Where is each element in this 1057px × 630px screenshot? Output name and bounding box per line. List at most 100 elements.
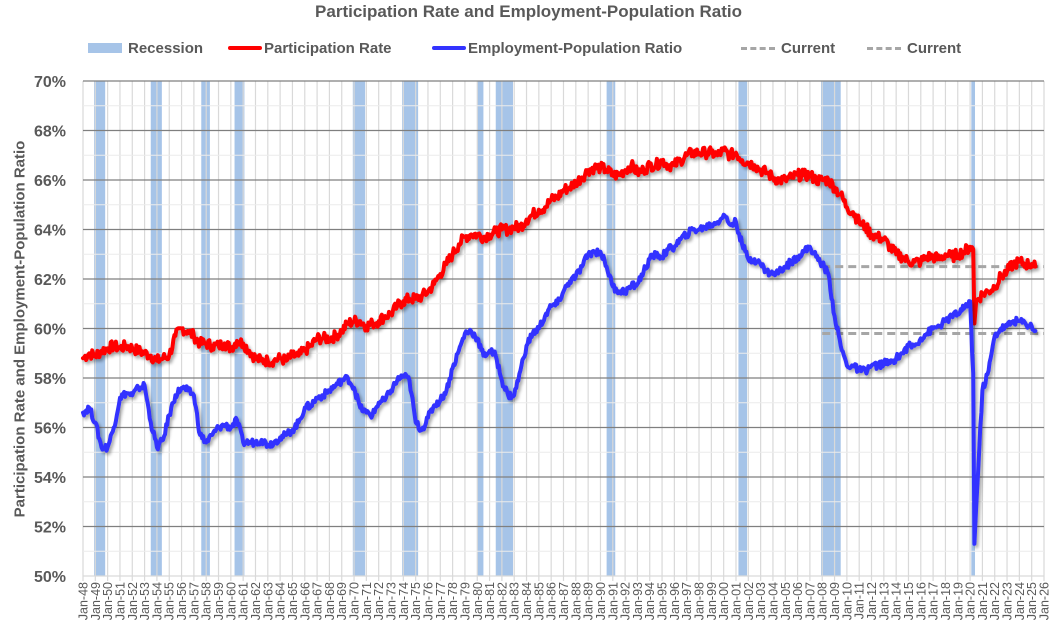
x-tick-label: Jan-22 (988, 582, 1002, 620)
x-tick-label: Jan-07 (803, 582, 817, 620)
x-tick-label: Jan-62 (249, 582, 263, 620)
x-tick-label: Jan-68 (323, 582, 337, 620)
x-tick-label: Jan-93 (631, 582, 645, 620)
y-tick-label: 60% (34, 322, 66, 339)
y-tick-label: 68% (34, 124, 66, 141)
x-tick-label: Jan-48 (77, 582, 91, 620)
y-tick-label: 62% (34, 272, 66, 289)
x-tick-label: Jan-20 (964, 582, 978, 620)
x-tick-label: Jan-18 (939, 582, 953, 620)
x-tick-label: Jan-25 (1025, 582, 1039, 620)
x-tick-label: Jan-98 (693, 582, 707, 620)
x-tick-label: Jan-04 (766, 582, 780, 620)
chart-title: Participation Rate and Employment-Popula… (315, 2, 742, 21)
x-tick-label: Jan-67 (311, 582, 325, 620)
gridlines (82, 80, 1045, 581)
x-tick-label: Jan-13 (877, 582, 891, 620)
legend-label: Participation Rate (264, 39, 392, 57)
legend-label: Recession (128, 39, 204, 57)
x-tick-label: Jan-51 (113, 582, 127, 620)
x-tick-label: Jan-55 (163, 582, 177, 620)
legend-item-recession: Recession (88, 38, 203, 58)
x-tick-label: Jan-97 (680, 582, 694, 620)
y-tick-label: 54% (34, 470, 66, 487)
x-tick-label: Jan-76 (421, 582, 435, 620)
x-tick-label: Jan-05 (779, 582, 793, 620)
x-tick-label: Jan-84 (520, 582, 534, 620)
y-tick-label: 56% (34, 421, 66, 438)
x-tick-label: Jan-74 (397, 582, 411, 620)
x-tick-label: Jan-61 (237, 582, 251, 620)
x-tick-label: Jan-64 (274, 582, 288, 620)
x-tick-label: Jan-15 (902, 582, 916, 620)
x-tick-label: Jan-65 (286, 582, 300, 620)
x-tick-label: Jan-92 (619, 582, 633, 620)
x-tick-label: Jan-53 (138, 582, 152, 620)
x-tick-label: Jan-12 (865, 582, 879, 620)
gray-dash-swatch-icon (867, 46, 901, 50)
x-tick-label: Jan-17 (927, 582, 941, 620)
x-tick-label: Jan-72 (372, 582, 386, 620)
x-tick-label: Jan-99 (705, 582, 719, 620)
x-tick-label: Jan-81 (483, 582, 497, 620)
x-tick-label: Jan-88 (569, 582, 583, 620)
x-tick-label: Jan-82 (495, 582, 509, 620)
y-tick-label: 64% (34, 223, 66, 240)
x-tick-label: Jan-66 (298, 582, 312, 620)
x-tick-label: Jan-49 (89, 582, 103, 620)
x-tick-label: Jan-63 (261, 582, 275, 620)
x-tick-label: Jan-03 (754, 582, 768, 620)
x-tick-label: Jan-14 (890, 582, 904, 620)
x-tick-label: Jan-01 (729, 582, 743, 620)
x-tick-label: Jan-79 (458, 582, 472, 620)
x-tick-label: Jan-57 (187, 582, 201, 620)
legend: Recession Participation Rate Employment-… (0, 38, 1057, 58)
data-series (81, 145, 1038, 546)
legend-item-employment-population-ratio: Employment-Population Ratio (432, 38, 682, 58)
x-tick-label: Jan-95 (656, 582, 670, 620)
x-tick-label: Jan-89 (582, 582, 596, 620)
x-tick-label: Jan-58 (200, 582, 214, 620)
x-tick-label: Jan-94 (643, 582, 657, 620)
x-tick-label: Jan-73 (385, 582, 399, 620)
y-tick-label: 70% (34, 74, 66, 91)
x-tick-label: Jan-83 (508, 582, 522, 620)
y-tick-label: 66% (34, 173, 66, 190)
x-tick-label: Jan-52 (126, 582, 140, 620)
x-tick-label: Jan-24 (1013, 582, 1027, 620)
x-tick-label: Jan-70 (348, 582, 362, 620)
legend-label: Current (781, 39, 836, 57)
x-tick-label: Jan-56 (175, 582, 189, 620)
legend-label: Current (907, 39, 962, 57)
y-tick-label: 58% (34, 371, 66, 388)
blue-line-swatch-icon (432, 46, 466, 50)
x-tick-label: Jan-60 (224, 582, 238, 620)
participation-rate-line (81, 145, 1038, 368)
legend-item-participation-rate: Participation Rate (228, 38, 392, 58)
x-tick-label: Jan-80 (471, 582, 485, 620)
x-tick-label: Jan-00 (717, 582, 731, 620)
x-tick-label: Jan-77 (434, 582, 448, 620)
x-tick-label: Jan-11 (853, 582, 867, 619)
x-tick-label: Jan-86 (545, 582, 559, 620)
x-tick-label: Jan-91 (606, 582, 620, 620)
x-tick-label: Jan-26 (1038, 582, 1052, 620)
x-tick-label: Jan-16 (914, 582, 928, 620)
x-tick-label: Jan-59 (212, 582, 226, 620)
x-tick-label: Jan-06 (791, 582, 805, 620)
legend-item-current-1: Current (741, 38, 835, 58)
legend-item-current-2: Current (867, 38, 961, 58)
recession-swatch-icon (88, 43, 122, 53)
gray-dash-swatch-icon (741, 46, 775, 50)
y-tick-label: 50% (34, 569, 66, 586)
axes: 50%52%54%56%58%60%62%64%66%68%70%Jan-48J… (34, 74, 1052, 620)
x-tick-label: Jan-09 (828, 582, 842, 620)
x-tick-label: Jan-69 (335, 582, 349, 620)
x-tick-label: Jan-96 (668, 582, 682, 620)
x-tick-label: Jan-50 (101, 582, 115, 620)
x-tick-label: Jan-23 (1001, 582, 1015, 620)
x-tick-label: Jan-54 (150, 582, 164, 620)
x-tick-label: Jan-21 (976, 582, 990, 620)
